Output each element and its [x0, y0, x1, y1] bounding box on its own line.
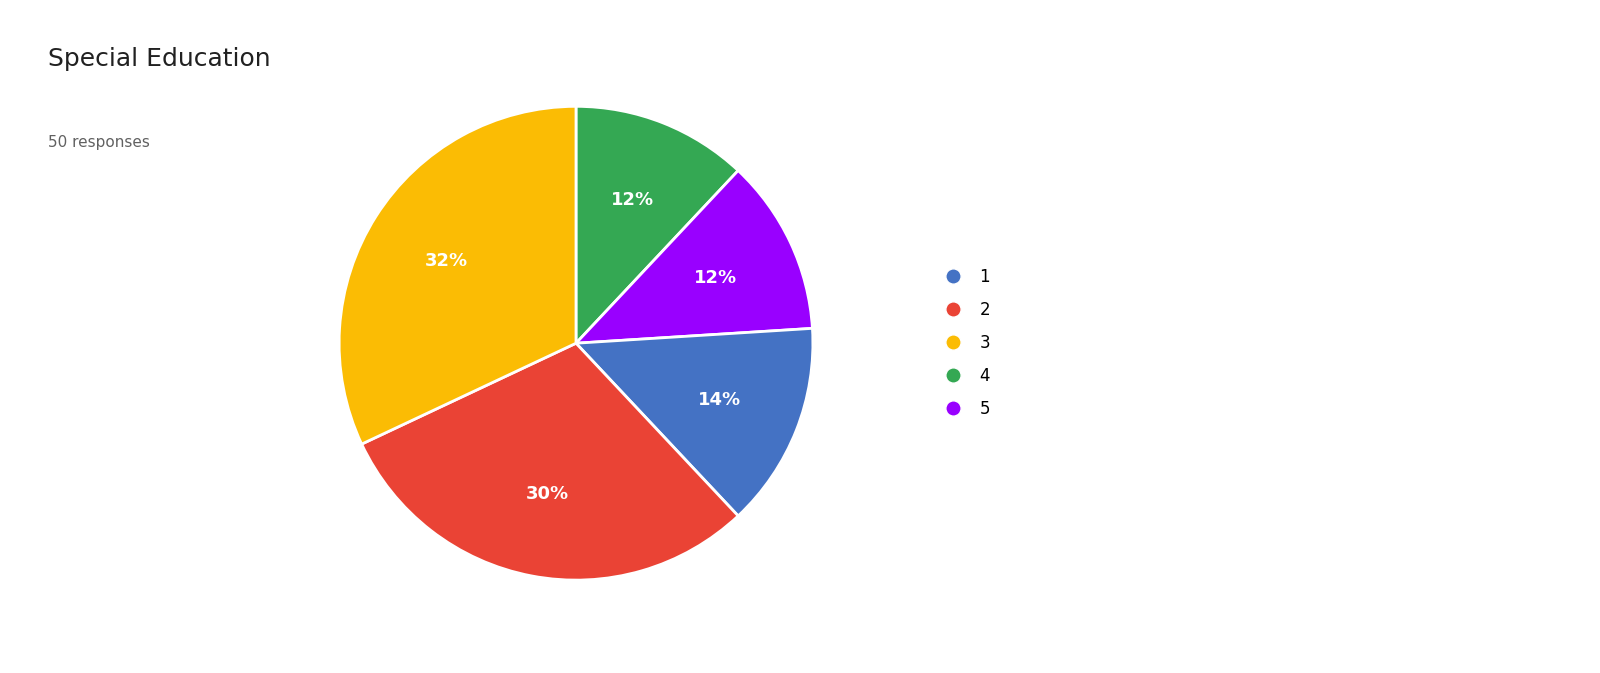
- Text: 12%: 12%: [611, 191, 654, 209]
- Text: 50 responses: 50 responses: [48, 135, 150, 149]
- Legend: 1, 2, 3, 4, 5: 1, 2, 3, 4, 5: [928, 260, 998, 427]
- Wedge shape: [576, 106, 738, 343]
- Text: 32%: 32%: [424, 252, 467, 270]
- Wedge shape: [576, 170, 813, 343]
- Wedge shape: [362, 343, 738, 580]
- Text: 12%: 12%: [694, 269, 738, 287]
- Wedge shape: [339, 106, 576, 444]
- Wedge shape: [576, 328, 813, 516]
- Text: Special Education: Special Education: [48, 47, 270, 71]
- Text: 30%: 30%: [525, 485, 568, 503]
- Text: 14%: 14%: [698, 391, 741, 409]
